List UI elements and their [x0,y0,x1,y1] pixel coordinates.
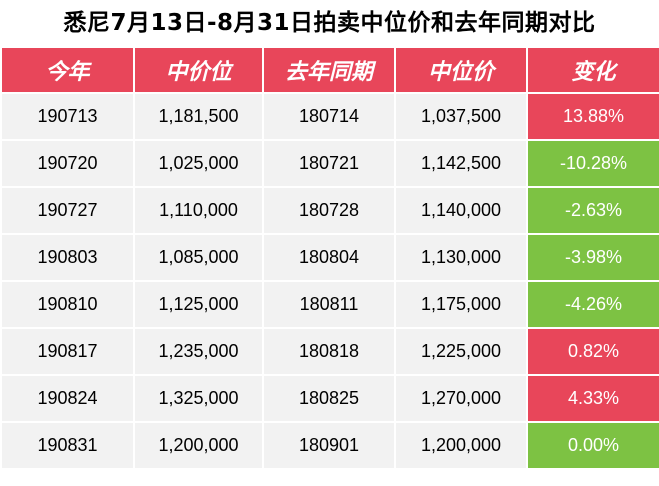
cell-median: 1,025,000 [135,141,262,186]
cell-change: -2.63% [528,188,659,233]
header-change: 变化 [528,48,659,92]
cell-last-year: 180825 [264,376,394,421]
cell-median: 1,110,000 [135,188,262,233]
cell-last-year: 180804 [264,235,394,280]
cell-change: 4.33% [528,376,659,421]
cell-this-year: 190720 [2,141,133,186]
cell-last-median: 1,200,000 [396,423,526,468]
auction-table: 今年 中价位 去年同期 中位价 变化 190713 1,181,500 1807… [0,46,659,470]
cell-last-year: 180721 [264,141,394,186]
table-row: 190824 1,325,000 180825 1,270,000 4.33% [2,376,659,421]
cell-change: -3.98% [528,235,659,280]
cell-median: 1,125,000 [135,282,262,327]
header-median: 中价位 [135,48,262,92]
header-last-year: 去年同期 [264,48,394,92]
cell-change: 0.00% [528,423,659,468]
table-row: 190803 1,085,000 180804 1,130,000 -3.98% [2,235,659,280]
cell-this-year: 190817 [2,329,133,374]
cell-last-year: 180728 [264,188,394,233]
cell-last-year: 180818 [264,329,394,374]
cell-this-year: 190810 [2,282,133,327]
header-row: 今年 中价位 去年同期 中位价 变化 [2,48,659,92]
cell-median: 1,325,000 [135,376,262,421]
cell-last-median: 1,140,000 [396,188,526,233]
cell-median: 1,085,000 [135,235,262,280]
cell-this-year: 190713 [2,94,133,139]
header-this-year: 今年 [2,48,133,92]
table-row: 190817 1,235,000 180818 1,225,000 0.82% [2,329,659,374]
cell-last-median: 1,225,000 [396,329,526,374]
cell-last-year: 180901 [264,423,394,468]
page-title: 悉尼7月13日-8月31日拍卖中位价和去年同期对比 [63,10,596,36]
table-row: 190727 1,110,000 180728 1,140,000 -2.63% [2,188,659,233]
cell-median: 1,235,000 [135,329,262,374]
cell-last-median: 1,175,000 [396,282,526,327]
table-row: 190810 1,125,000 180811 1,175,000 -4.26% [2,282,659,327]
table-row: 190720 1,025,000 180721 1,142,500 -10.28… [2,141,659,186]
cell-median: 1,181,500 [135,94,262,139]
header-last-median: 中位价 [396,48,526,92]
cell-last-year: 180714 [264,94,394,139]
table-row: 190713 1,181,500 180714 1,037,500 13.88% [2,94,659,139]
cell-change: -4.26% [528,282,659,327]
cell-last-median: 1,037,500 [396,94,526,139]
cell-last-median: 1,130,000 [396,235,526,280]
cell-change: -10.28% [528,141,659,186]
cell-this-year: 190803 [2,235,133,280]
cell-last-year: 180811 [264,282,394,327]
cell-last-median: 1,270,000 [396,376,526,421]
cell-median: 1,200,000 [135,423,262,468]
cell-this-year: 190824 [2,376,133,421]
table-row: 190831 1,200,000 180901 1,200,000 0.00% [2,423,659,468]
cell-this-year: 190727 [2,188,133,233]
cell-change: 0.82% [528,329,659,374]
cell-change: 13.88% [528,94,659,139]
cell-this-year: 190831 [2,423,133,468]
cell-last-median: 1,142,500 [396,141,526,186]
